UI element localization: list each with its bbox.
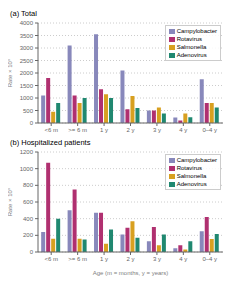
svg-text:1 y: 1 y [100,127,108,133]
html-text:Salmonella: Salmonella [176,44,207,50]
svg-text:1 y: 1 y [100,256,108,262]
html-text:Adenovirus: Adenovirus [176,181,207,187]
svg-text:600: 600 [23,199,34,205]
html-text:Adenovirus: Adenovirus [176,52,207,58]
svg-text:4000: 4000 [20,20,34,26]
svg-text:500: 500 [23,108,34,114]
svg-text:3 y: 3 y [153,127,161,133]
svg-text:>= 6 m: >= 6 m [68,127,87,133]
svg-text:1000: 1000 [20,95,34,101]
svg-text:Rate × 10⁵: Rate × 10⁵ [8,187,13,216]
svg-text:2 y: 2 y [126,256,134,262]
svg-text:4 y: 4 y [179,127,187,133]
html-text:(b) Hospitalized patients: (b) Hospitalized patients [10,138,91,147]
svg-text:3000: 3000 [20,45,34,51]
svg-text:<6 m: <6 m [44,256,58,262]
svg-text:0: 0 [30,249,34,255]
html-text:(a) Total: (a) Total [10,9,37,18]
svg-text:0–4 y: 0–4 y [202,256,217,262]
html-text:Salmonella: Salmonella [176,173,207,179]
svg-text:400: 400 [23,216,34,222]
html-text:Rotavirus: Rotavirus [176,165,202,171]
svg-text:1000: 1000 [20,166,34,172]
svg-text:<6 m: <6 m [44,127,58,133]
svg-text:3 y: 3 y [153,256,161,262]
svg-text:0–4 y: 0–4 y [202,127,217,133]
svg-text:200: 200 [23,232,34,238]
svg-text:4 y: 4 y [179,256,187,262]
svg-text:1200: 1200 [20,149,34,155]
html-text:Campylobacter: Campylobacter [176,157,217,163]
svg-text:3500: 3500 [20,33,34,39]
svg-text:2500: 2500 [20,58,34,64]
svg-text:2000: 2000 [20,70,34,76]
svg-text:>= 6 m: >= 6 m [68,256,87,262]
svg-text:Rate × 10⁵: Rate × 10⁵ [8,58,13,87]
svg-text:1500: 1500 [20,83,34,89]
svg-text:0: 0 [30,120,34,126]
svg-text:800: 800 [23,182,34,188]
html-text:Campylobacter: Campylobacter [176,28,217,34]
svg-text:Age (m = months, y = years): Age (m = months, y = years) [93,270,169,276]
svg-text:2 y: 2 y [126,127,134,133]
html-text:Rotavirus: Rotavirus [176,36,202,42]
